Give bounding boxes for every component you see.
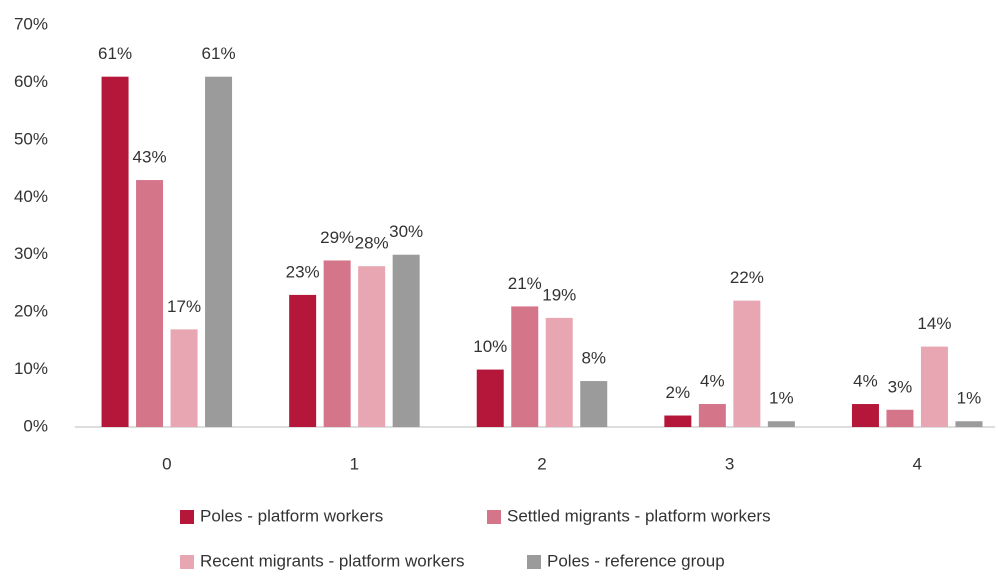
- data-label: 61%: [202, 44, 236, 63]
- legend-label: Recent migrants - platform workers: [200, 551, 465, 570]
- data-label: 28%: [355, 234, 389, 253]
- x-tick-label: 4: [912, 454, 921, 473]
- data-label: 19%: [542, 285, 576, 304]
- legend-label: Settled migrants - platform workers: [507, 506, 771, 525]
- legend-swatch: [180, 510, 194, 524]
- data-label: 29%: [320, 228, 354, 247]
- bar: [733, 300, 761, 427]
- data-label: 1%: [957, 389, 982, 408]
- legend-swatch: [527, 555, 541, 569]
- bar: [323, 260, 351, 427]
- data-label: 10%: [473, 337, 507, 356]
- y-tick-label: 40%: [14, 187, 48, 206]
- bar: [358, 266, 386, 427]
- data-label: 22%: [730, 268, 764, 287]
- data-label: 4%: [853, 372, 878, 391]
- bar: [170, 329, 198, 427]
- data-label: 30%: [389, 222, 423, 241]
- bar: [767, 421, 795, 427]
- bar: [289, 294, 317, 427]
- data-label: 14%: [917, 314, 951, 333]
- bar: [851, 404, 879, 427]
- bar: [136, 180, 164, 427]
- bar: [476, 369, 504, 427]
- legend-label: Poles - reference group: [547, 551, 725, 570]
- y-tick-label: 30%: [14, 244, 48, 263]
- bar: [920, 346, 948, 427]
- x-tick-label: 2: [537, 454, 546, 473]
- bar: [392, 254, 420, 427]
- y-tick-label: 50%: [14, 129, 48, 148]
- bar: [511, 306, 539, 427]
- legend-swatch: [180, 555, 194, 569]
- data-label: 4%: [700, 372, 725, 391]
- data-label: 17%: [167, 297, 201, 316]
- bar: [664, 415, 692, 427]
- data-label: 8%: [581, 349, 606, 368]
- x-tick-label: 0: [162, 454, 171, 473]
- y-tick-label: 60%: [14, 72, 48, 91]
- bar: [101, 76, 129, 427]
- legend-label: Poles - platform workers: [200, 506, 383, 525]
- y-tick-label: 0%: [23, 416, 48, 435]
- bar: [886, 409, 914, 427]
- x-tick-label: 1: [350, 454, 359, 473]
- data-label: 3%: [888, 377, 913, 396]
- data-label: 23%: [286, 262, 320, 281]
- bar: [955, 421, 983, 427]
- x-tick-label: 3: [725, 454, 734, 473]
- bar: [545, 317, 573, 427]
- data-label: 61%: [98, 44, 132, 63]
- data-label: 1%: [769, 389, 794, 408]
- y-tick-label: 20%: [14, 302, 48, 321]
- y-tick-label: 70%: [14, 14, 48, 33]
- legend-swatch: [487, 510, 501, 524]
- bar: [580, 381, 608, 427]
- bar: [205, 76, 233, 427]
- bar: [698, 404, 726, 427]
- data-label: 2%: [666, 383, 691, 402]
- data-label: 43%: [133, 148, 167, 167]
- y-tick-label: 10%: [14, 359, 48, 378]
- data-label: 21%: [508, 274, 542, 293]
